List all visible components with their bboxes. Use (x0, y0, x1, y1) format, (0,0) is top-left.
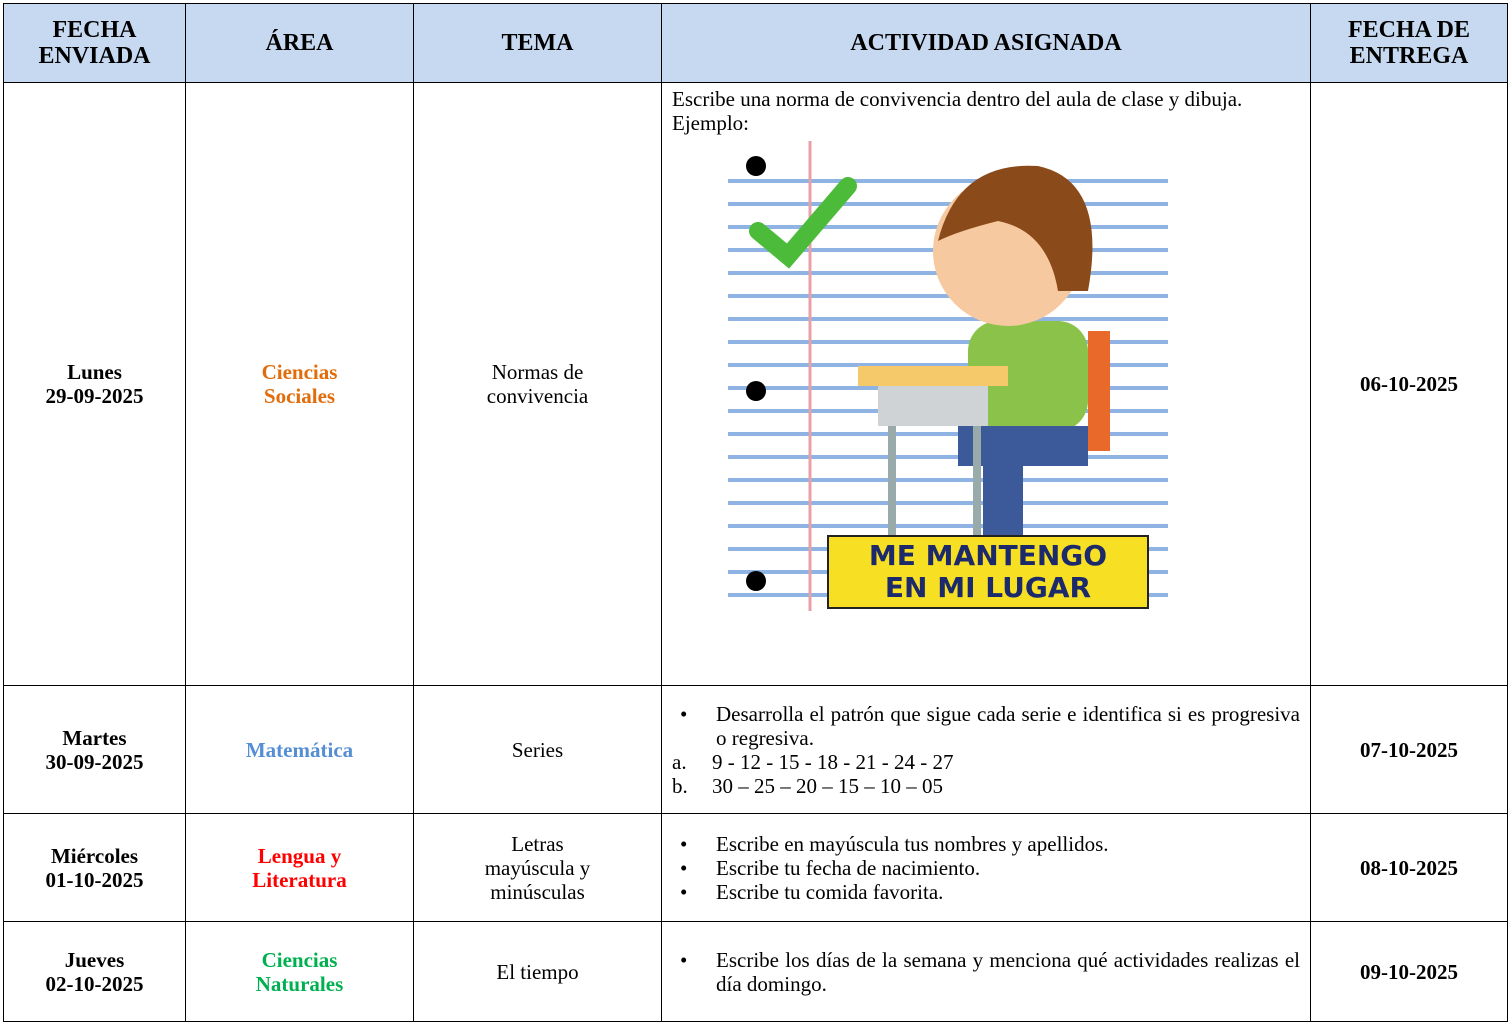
area-cell: Lengua y Literatura (185, 813, 414, 922)
sent-date: 02-10-2025 (45, 971, 144, 996)
header-cell: ACTIVIDAD ASIGNADA (661, 3, 1311, 83)
table-row: Lunes 29-09-2025 Ciencias Sociales Normas de… (3, 82, 1508, 686)
bullet-item: • Escribe tu comida favorita. (672, 880, 1300, 904)
header-cell: TEMA (413, 3, 662, 83)
header-text: ENTREGA (1349, 43, 1469, 69)
header-row: FECHA ENVIADA ÁREA TEMA ACTIVIDAD ASIGNADA FE… (3, 3, 1508, 83)
topic-cell: Series (413, 685, 662, 814)
area-text: Lengua y (257, 843, 342, 868)
weekday: Martes (62, 725, 127, 750)
area-cell: Ciencias Naturales (185, 921, 414, 1022)
list-item: a. 9 - 12 - 15 - 18 - 21 - 24 - 27 (672, 750, 1300, 774)
header-text: FECHA (52, 17, 137, 43)
date-cell: Miércoles 01-10-2025 (3, 813, 186, 922)
sent-date: 30-09-2025 (45, 749, 144, 774)
bullet-item: • Escribe los días de la semana y mencion… (672, 948, 1300, 996)
bullet: • (680, 831, 688, 856)
topic-text: minúsculas (490, 879, 585, 904)
list-marker: a. (672, 749, 687, 774)
header-cell: ÁREA (185, 3, 414, 83)
topic-text: Series (511, 737, 564, 762)
area-cell: Ciencias Sociales (185, 82, 414, 686)
due-date: 07-10-2025 (1310, 685, 1508, 814)
list-item: b. 30 – 25 – 20 – 15 – 10 – 05 (672, 774, 1300, 798)
list-marker: b. (672, 773, 688, 798)
topic-text: Letras (511, 831, 564, 856)
table-row: Jueves 02-10-2025 Ciencias Naturales El tiem… (3, 921, 1508, 1022)
sent-date: 29-09-2025 (45, 384, 144, 408)
header-cell: FECHA ENVIADA (3, 3, 186, 83)
bullet: • (680, 879, 688, 904)
list-text: 9 - 12 - 15 - 18 - 21 - 24 - 27 (712, 749, 954, 774)
area-text: Sociales (263, 384, 336, 408)
due-date: 09-10-2025 (1310, 921, 1508, 1022)
bullet-text: Escribe tu fecha de nacimiento. (716, 855, 981, 880)
activity-text: Ejemplo: (672, 111, 749, 135)
bullet-item: • Escribe en mayúscula tus nombres y apel… (672, 832, 1300, 856)
bullet-text: Desarrolla el patrón que sigue cada seri… (716, 701, 1300, 750)
bullet: • (680, 947, 688, 972)
activity-cell: • Escribe en mayúscula tus nombres y apel… (661, 813, 1311, 922)
area-text: Ciencias (261, 360, 338, 384)
table-row: Miércoles 01-10-2025 Lengua y Literatura Let… (3, 813, 1508, 922)
bullet-text: Escribe tu comida favorita. (716, 879, 944, 904)
bullet-item: • Desarrolla el patrón que sigue cada ser… (672, 702, 1300, 750)
area-cell: Matemática (185, 685, 414, 814)
header-text: ACTIVIDAD ASIGNADA (850, 30, 1122, 56)
topic-text: mayúscula y (484, 855, 591, 880)
header-text: FECHA DE (1347, 17, 1470, 43)
header-text: ÁREA (265, 30, 334, 56)
date-cell: Martes 30-09-2025 (3, 685, 186, 814)
list-text: 30 – 25 – 20 – 15 – 10 – 05 (712, 773, 943, 798)
topic-text: Normas de (491, 360, 584, 384)
assignment-table: FECHA ENVIADA ÁREA TEMA ACTIVIDAD ASIGNADA FE… (3, 3, 1508, 1022)
due-date: 06-10-2025 (1310, 82, 1508, 686)
topic-text: El tiempo (496, 959, 579, 984)
header-text: ENVIADA (38, 43, 151, 69)
table-row: Martes 30-09-2025 Matemática Series • Desarro… (3, 685, 1508, 814)
topic-cell: El tiempo (413, 921, 662, 1022)
header-cell: FECHA DE ENTREGA (1310, 3, 1508, 83)
caption-text: ME MANTENGO (869, 539, 1107, 572)
date-cell: Lunes 29-09-2025 (3, 82, 186, 686)
area-text: Matemática (245, 737, 354, 762)
area-text: Ciencias (261, 947, 338, 972)
due-date: 08-10-2025 (1310, 813, 1508, 922)
bullet-text: Escribe los días de la semana y menciona… (716, 947, 1300, 996)
bullet-item: • Escribe tu fecha de nacimiento. (672, 856, 1300, 880)
activity-text: Escribe una norma de convivencia dentro … (672, 87, 1243, 111)
bullet: • (680, 701, 688, 726)
table-body: Lunes 29-09-2025 Ciencias Sociales Normas de… (3, 82, 1508, 1022)
activity-cell: • Desarrolla el patrón que sigue cada ser… (661, 685, 1311, 814)
header-text: TEMA (501, 30, 574, 56)
caption-text: EN MI LUGAR (885, 571, 1091, 604)
area-text: Naturales (255, 971, 344, 996)
activity-cell: Escribe una norma de convivencia dentro … (661, 82, 1311, 686)
weekday: Miércoles (50, 843, 139, 868)
bullet: • (680, 855, 688, 880)
sent-date: 01-10-2025 (45, 867, 144, 892)
bullet-text: Escribe en mayúscula tus nombres y apell… (716, 831, 1109, 856)
activity-cell: • Escribe los días de la semana y mencion… (661, 921, 1311, 1022)
topic-cell: Normas de convivencia (413, 82, 662, 686)
weekday: Lunes (67, 360, 122, 384)
topic-text: convivencia (486, 384, 589, 408)
topic-cell: Letras mayúscula y minúsculas (413, 813, 662, 922)
weekday: Jueves (64, 947, 125, 972)
date-cell: Jueves 02-10-2025 (3, 921, 186, 1022)
area-text: Literatura (252, 867, 347, 892)
